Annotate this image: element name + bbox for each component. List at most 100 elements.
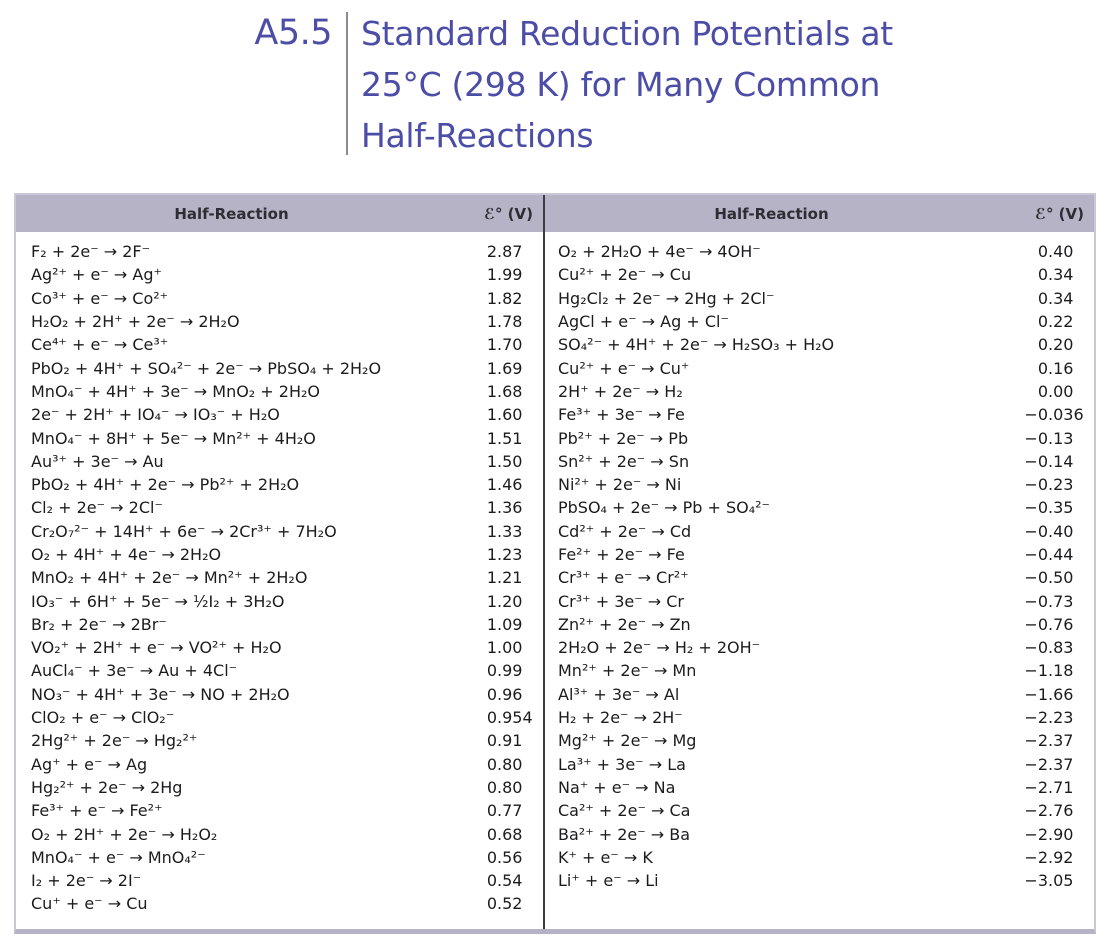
column-header-potential: ℰ° (V) [1035,204,1084,223]
table-row: SO₄²⁻ + 4H⁺ + 2e⁻ → H₂SO₃ + H₂O 0.20 [545,333,1094,356]
table-row: Cd²⁺ + 2e⁻ → Cd −0.40 [545,520,1094,543]
table-row: Au³⁺ + 3e⁻ → Au 1.50 [16,450,543,473]
potential-cell: 0.80 [486,754,523,774]
potential-cell: −0.40 [1024,521,1074,541]
half-reaction-cell: O₂ + 4H⁺ + 4e⁻ → 2H₂O [31,545,222,564]
potential-cell: 0.54 [486,871,523,891]
potential-cell: −0.44 [1024,545,1074,564]
potential-cell: 1.69 [486,358,523,378]
table-right-half: Half-Reaction ℰ° (V) O₂ + 2H₂O + 4e⁻ → 4… [543,195,1094,929]
table-row: ClO₂ + e⁻ → ClO₂⁻ 0.954 [16,706,543,729]
potential-cell: 1.23 [486,545,523,564]
potential-cell: 0.954 [486,708,533,728]
half-reaction-cell: AuCl₄⁻ + 3e⁻ → Au + 4Cl⁻ [31,661,238,681]
potential-cell: −0.036 [1024,405,1084,425]
table-row: Ag⁺ + e⁻ → Ag 0.80 [16,753,543,776]
table-left-half: Half-Reaction ℰ° (V) F₂ + 2e⁻ → 2F⁻ 2.87 A… [16,195,543,929]
table-row: O₂ + 2H₂O + 4e⁻ → 4OH⁻ 0.40 [545,240,1094,263]
table-row: Cu⁺ + e⁻ → Cu 0.52 [16,892,543,915]
potential-cell: 0.52 [486,894,523,914]
potential-cell: 1.68 [486,381,523,401]
table-row: La³⁺ + 3e⁻ → La −2.37 [545,753,1094,776]
column-header-half-reaction: Half-Reaction [714,204,829,223]
table-row: Zn²⁺ + 2e⁻ → Zn −0.76 [545,613,1094,636]
table-row: O₂ + 4H⁺ + 4e⁻ → 2H₂O 1.23 [16,543,543,566]
half-reaction-cell: La³⁺ + 3e⁻ → La [558,754,686,774]
table-row: Ni²⁺ + 2e⁻ → Ni −0.23 [545,473,1094,496]
table-row: Cu²⁺ + 2e⁻ → Cu 0.34 [545,263,1094,286]
potential-cell: −2.76 [1024,801,1074,821]
half-reaction-cell: O₂ + 2H⁺ + 2e⁻ → H₂O₂ [31,824,218,844]
potential-cell: −3.05 [1024,871,1074,891]
potential-cell: 0.34 [1037,288,1074,308]
table-row: MnO₄⁻ + 8H⁺ + 5e⁻ → Mn²⁺ + 4H₂O 1.51 [16,426,543,449]
table-row: MnO₂ + 4H⁺ + 2e⁻ → Mn²⁺ + 2H₂O 1.21 [16,566,543,589]
potential-cell: 1.20 [486,591,523,611]
table-row: Mg²⁺ + 2e⁻ → Mg −2.37 [545,729,1094,752]
table-row: Sn²⁺ + 2e⁻ → Sn −0.14 [545,450,1094,473]
potential-cell: −1.66 [1024,684,1074,704]
potential-cell: 0.91 [486,731,523,751]
potential-cell: −2.90 [1024,824,1074,844]
table-row: I₂ + 2e⁻ → 2I⁻ 0.54 [16,869,543,892]
page-title-line: Standard Reduction Potentials at [361,14,893,53]
half-reaction-cell: Ce⁴⁺ + e⁻ → Ce³⁺ [31,335,169,355]
half-reaction-cell: Au³⁺ + 3e⁻ → Au [31,451,164,471]
potential-cell: −0.83 [1024,638,1074,658]
potential-cell: 0.00 [1037,381,1074,401]
half-reaction-cell: I₂ + 2e⁻ → 2I⁻ [31,871,142,891]
potential-cell: −0.23 [1024,475,1074,495]
table-row: AuCl₄⁻ + 3e⁻ → Au + 4Cl⁻ 0.99 [16,659,543,682]
table-row: Ba²⁺ + 2e⁻ → Ba −2.90 [545,822,1094,845]
half-reaction-cell: O₂ + 2H₂O + 4e⁻ → 4OH⁻ [558,242,761,262]
table-row: PbSO₄ + 2e⁻ → Pb + SO₄²⁻ −0.35 [545,496,1094,519]
table-row: IO₃⁻ + 6H⁺ + 5e⁻ → ½I₂ + 3H₂O 1.20 [16,589,543,612]
potential-cell: −2.23 [1024,708,1074,728]
half-reaction-cell: Hg₂²⁺ + 2e⁻ → 2Hg [31,777,183,797]
potential-cell: 0.80 [486,777,523,797]
half-reaction-cell: 2H₂O + 2e⁻ → H₂ + 2OH⁻ [558,638,761,658]
table-header-right: Half-Reaction ℰ° (V) [545,195,1094,232]
table-row: 2Hg²⁺ + 2e⁻ → Hg₂²⁺ 0.91 [16,729,543,752]
table-row: 2e⁻ + 2H⁺ + IO₄⁻ → IO₃⁻ + H₂O 1.60 [16,403,543,426]
potential-cell: 1.82 [486,288,523,308]
half-reaction-cell: Fe³⁺ + 3e⁻ → Fe [558,405,685,425]
table-row: Cr³⁺ + e⁻ → Cr²⁺ −0.50 [545,566,1094,589]
half-reaction-cell: AgCl + e⁻ → Ag + Cl⁻ [558,312,729,332]
half-reaction-cell: Cu⁺ + e⁻ → Cu [31,894,148,914]
table-row: Ce⁴⁺ + e⁻ → Ce³⁺ 1.70 [16,333,543,356]
table-row: Li⁺ + e⁻ → Li −3.05 [545,869,1094,892]
table-row: Br₂ + 2e⁻ → 2Br⁻ 1.09 [16,613,543,636]
half-reaction-cell: NO₃⁻ + 4H⁺ + 3e⁻ → NO + 2H₂O [31,684,290,704]
half-reaction-cell: Mn²⁺ + 2e⁻ → Mn [558,661,697,681]
half-reaction-cell: H₂O₂ + 2H⁺ + 2e⁻ → 2H₂O [31,312,240,332]
page-title: Standard Reduction Potentials at 25°C (2… [361,8,893,161]
potential-cell: −0.35 [1024,498,1074,518]
potential-cell: 1.51 [486,428,523,448]
half-reaction-cell: Cd²⁺ + 2e⁻ → Cd [558,521,692,541]
potential-cell: 0.77 [486,801,523,821]
potential-cell: 1.36 [486,498,523,518]
column-header-half-reaction: Half-Reaction [174,204,289,223]
potential-cell: −0.73 [1024,591,1074,611]
table-body-left: F₂ + 2e⁻ → 2F⁻ 2.87 Ag²⁺ + e⁻ → Ag⁺ 1.99 Co³… [16,232,543,929]
table-row: Co³⁺ + e⁻ → Co²⁺ 1.82 [16,287,543,310]
table-row: O₂ + 2H⁺ + 2e⁻ → H₂O₂ 0.68 [16,822,543,845]
table-row: Cr³⁺ + 3e⁻ → Cr −0.73 [545,589,1094,612]
half-reaction-cell: Ag⁺ + e⁻ → Ag [31,754,148,774]
half-reaction-cell: Ba²⁺ + 2e⁻ → Ba [558,824,691,844]
potential-cell: 0.99 [486,661,523,681]
table-row: Fe³⁺ + 3e⁻ → Fe −0.036 [545,403,1094,426]
half-reaction-cell: 2e⁻ + 2H⁺ + IO₄⁻ → IO₃⁻ + H₂O [31,405,280,425]
half-reaction-cell: Al³⁺ + 3e⁻ → Al [558,684,680,704]
table-row: Cr₂O₇²⁻ + 14H⁺ + 6e⁻ → 2Cr³⁺ + 7H₂O 1.33 [16,520,543,543]
table-row: 2H₂O + 2e⁻ → H₂ + 2OH⁻ −0.83 [545,636,1094,659]
half-reaction-cell: VO₂⁺ + 2H⁺ + e⁻ → VO²⁺ + H₂O [31,638,282,658]
potential-cell: 0.68 [486,824,523,844]
title-block: A5.5 Standard Reduction Potentials at 25… [0,8,1110,161]
potential-cell: 1.50 [486,451,523,471]
title-rule-divider [346,12,348,155]
potential-cell: 1.09 [486,614,523,634]
potential-cell: −0.50 [1024,568,1074,588]
table-body-right: O₂ + 2H₂O + 4e⁻ → 4OH⁻ 0.40 Cu²⁺ + 2e⁻ → C… [545,232,1094,905]
